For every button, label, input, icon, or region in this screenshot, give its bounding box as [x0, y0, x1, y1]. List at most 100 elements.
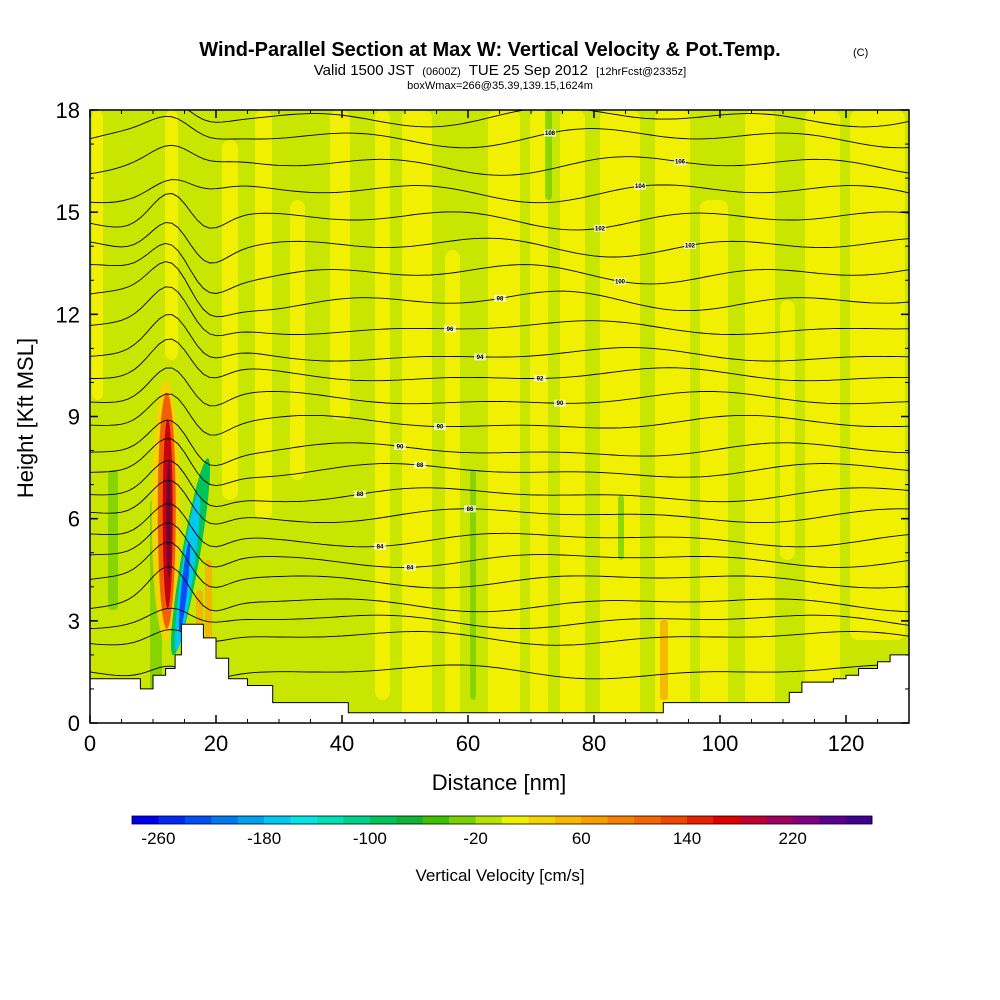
updraft-band	[850, 110, 905, 640]
x-tick-label: 40	[330, 731, 354, 756]
isentrope-line	[90, 367, 909, 407]
isentrope-line	[90, 460, 909, 508]
colorbar-swatch	[237, 816, 265, 824]
isentrope-line	[90, 338, 909, 382]
colorbar-swatch	[845, 816, 873, 824]
chart-subtitle-2: boxWmax=266@35.39,139.15,1624m	[407, 80, 593, 92]
isentrope-label: 90	[437, 425, 444, 431]
isentrope-label-bg	[404, 563, 416, 571]
colorbar-swatch	[502, 816, 529, 824]
y-tick-label: 12	[56, 302, 80, 327]
isentrope-label: 108	[545, 131, 556, 137]
colorbar-swatch	[792, 816, 820, 824]
updraft-band	[375, 110, 390, 700]
colorbar-swatch	[475, 816, 503, 824]
isentrope-label: 92	[537, 376, 544, 382]
colorbar-swatch	[158, 816, 186, 824]
isentrope-label-bg	[434, 423, 446, 431]
colorbar-tick-label: 60	[572, 829, 591, 848]
updraft-band	[600, 110, 640, 723]
colorbar-swatch	[132, 816, 159, 824]
colorbar-swatch	[554, 816, 582, 824]
isentrope-label: 100	[615, 279, 626, 285]
updraft-band	[530, 110, 548, 723]
colorbar-swatch	[528, 816, 556, 824]
updraft-band	[805, 110, 840, 723]
isentrope-label-bg	[394, 442, 406, 450]
isentrope-label: 104	[635, 184, 646, 190]
colorbar-swatch	[687, 816, 714, 824]
downdraft-band	[618, 495, 624, 560]
colorbar-tick-label: -20	[463, 829, 488, 848]
isentrope-line	[90, 541, 909, 589]
colorbar-swatch	[660, 816, 688, 824]
colorbar-swatch	[317, 816, 344, 824]
isentrope-line	[90, 179, 909, 204]
y-tick-label: 6	[68, 507, 80, 532]
isentrope-line	[90, 566, 909, 613]
updraft-band	[402, 110, 432, 723]
isentrope-line	[90, 438, 909, 487]
colorbar-swatch	[766, 816, 794, 824]
colorbar-swatch	[581, 816, 609, 824]
x-tick-label: 0	[84, 731, 96, 756]
subtitle-zulu: (0600Z)	[422, 66, 461, 78]
isentrope-line	[90, 503, 909, 548]
isentrope-label-bg	[594, 224, 606, 232]
colorbar-label: Vertical Velocity [cm/s]	[415, 866, 584, 885]
x-tick-label: 20	[204, 731, 228, 756]
updraft-band	[655, 110, 690, 723]
y-tick-label: 15	[56, 200, 80, 225]
updraft-band	[222, 140, 238, 500]
isentrope-line	[90, 115, 909, 149]
updraft-band	[700, 200, 728, 723]
colorbar-swatch	[449, 816, 476, 824]
isentrope-label-bg	[544, 129, 556, 137]
isentrope-label: 88	[357, 492, 364, 498]
isentrope-label-bg	[674, 158, 686, 166]
isentrope-line	[90, 629, 909, 646]
colorbar-tick-label: -180	[247, 829, 281, 848]
isentrope-line	[90, 286, 909, 337]
subtitle-valid: Valid 1500 JST	[314, 62, 414, 79]
isentrope-line	[90, 314, 909, 362]
updraft-band	[92, 110, 103, 400]
colorbar-swatch	[184, 816, 212, 824]
isentrope-label-bg	[354, 490, 366, 498]
isentrope-label-bg	[374, 542, 386, 550]
downdraft-band	[470, 470, 476, 700]
isentrope-label-bg	[464, 505, 476, 513]
colorbar-swatch	[422, 816, 450, 824]
colorbar-swatch	[713, 816, 741, 824]
x-tick-label: 60	[456, 731, 480, 756]
x-tick-label: 80	[582, 731, 606, 756]
updraft-band	[330, 110, 350, 420]
x-axis-label: Distance [nm]	[432, 770, 567, 795]
y-tick-label: 18	[56, 98, 80, 123]
colorbar-swatch	[396, 816, 424, 824]
colorbar-swatch	[739, 816, 767, 824]
updraft-band	[445, 250, 460, 723]
colorbar-swatch	[290, 816, 318, 824]
chart-subtitle: Valid 1500 JST (0600Z) TUE 25 Sep 2012 […	[314, 62, 686, 79]
isentrope-label: 88	[417, 463, 424, 469]
isentrope-label: 106	[675, 160, 686, 166]
downdraft-band	[545, 110, 552, 200]
downdraft-band	[108, 470, 118, 610]
isentrope-label: 90	[397, 444, 404, 450]
isentrope-label: 84	[407, 565, 414, 571]
isentrope-label: 98	[497, 296, 504, 302]
x-tick-label: 100	[702, 731, 739, 756]
updraft-band	[488, 110, 520, 723]
isentrope-label-bg	[474, 353, 486, 361]
isentrope-line	[90, 607, 909, 630]
updraft-band	[165, 110, 178, 360]
isentrope-line	[90, 480, 909, 525]
colorbar-swatch	[369, 816, 397, 824]
updraft-band	[290, 200, 305, 480]
isentrope-label: 102	[595, 226, 606, 232]
terrain	[90, 623, 909, 723]
x-tick-label: 120	[828, 731, 865, 756]
subtitle-fcst: [12hrFcst@2335z]	[596, 66, 686, 78]
colorbar-swatch	[343, 816, 371, 824]
